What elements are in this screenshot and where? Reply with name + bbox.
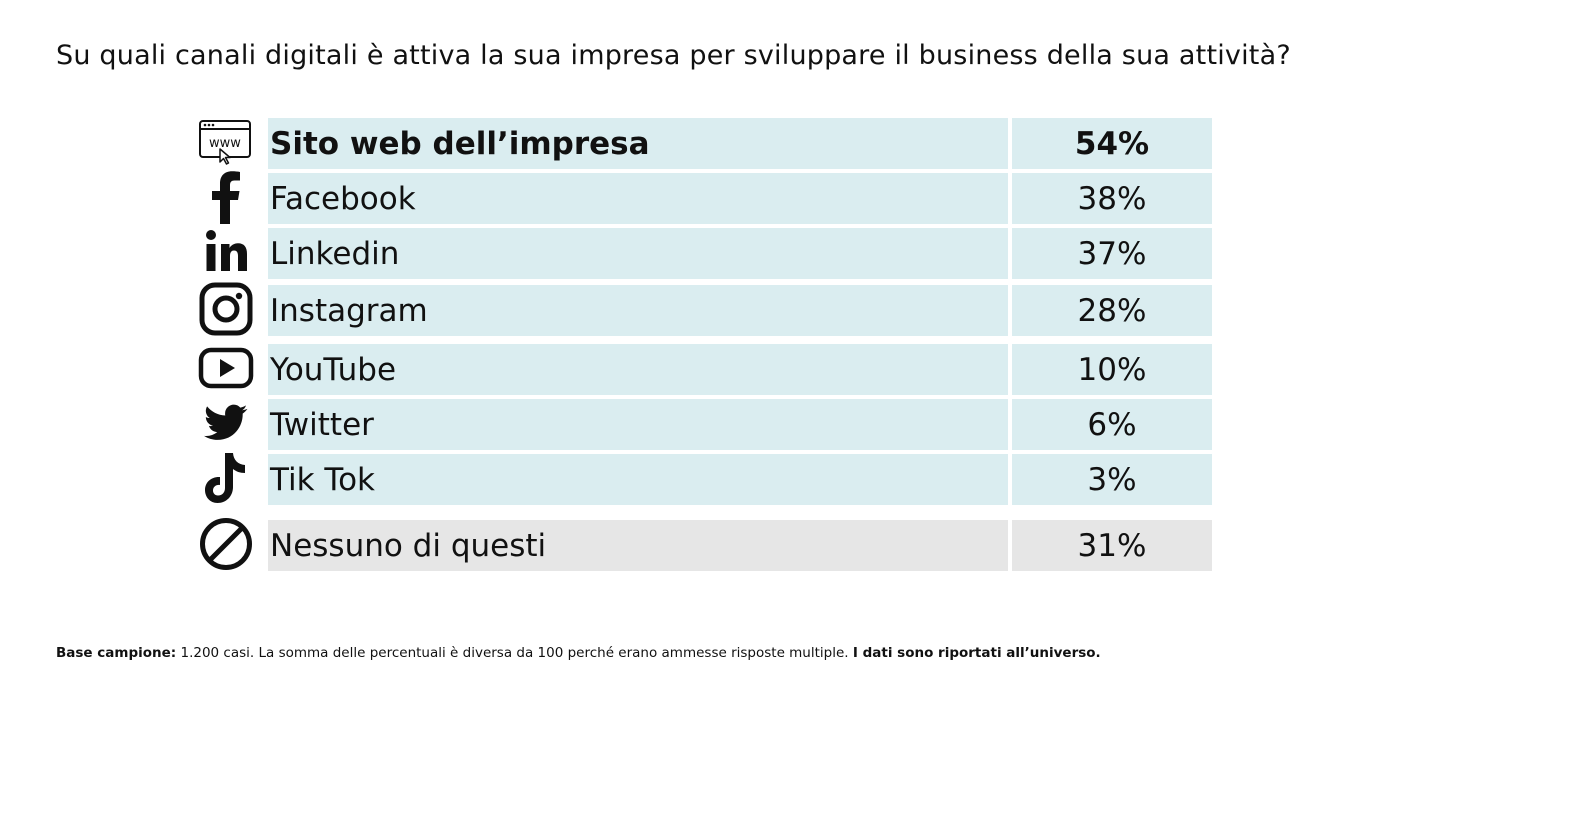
row-value: 10% xyxy=(1012,344,1212,395)
row-label: YouTube xyxy=(268,344,1008,395)
row-label: Twitter xyxy=(268,399,1008,450)
none-icon xyxy=(196,517,256,570)
table-row: Twitter 6% xyxy=(196,397,1236,450)
row-value: 6% xyxy=(1012,399,1212,450)
table-row: Instagram 28% xyxy=(196,282,1236,336)
table-row: www Sito web dell’impresa 54% xyxy=(196,116,1236,169)
row-value: 37% xyxy=(1012,228,1212,279)
footnote-universe-note: I dati sono riportati all’universo. xyxy=(852,645,1101,661)
row-label: Facebook xyxy=(268,173,1008,224)
footnote: Base campione: 1.200 casi. La somma dell… xyxy=(56,645,1101,661)
youtube-icon xyxy=(196,342,256,393)
facebook-icon xyxy=(196,170,256,224)
instagram-icon xyxy=(196,282,256,335)
linkedin-icon xyxy=(196,226,256,277)
row-value: 54% xyxy=(1012,118,1212,169)
row-label: Linkedin xyxy=(268,228,1008,279)
www-icon: www xyxy=(196,116,256,167)
table-row: Tik Tok 3% xyxy=(196,452,1236,505)
row-value: 31% xyxy=(1012,520,1212,571)
row-label: Sito web dell’impresa xyxy=(268,118,1008,169)
table-row: YouTube 10% xyxy=(196,342,1236,395)
table-row: Facebook 38% xyxy=(196,170,1236,224)
svg-text:www: www xyxy=(209,136,241,151)
row-label: Tik Tok xyxy=(268,454,1008,505)
table-row: Linkedin 37% xyxy=(196,226,1236,279)
tiktok-icon xyxy=(196,452,256,503)
table-row: Nessuno di questi 31% xyxy=(196,517,1236,571)
question-title: Su quali canali digitali è attiva la sua… xyxy=(56,40,1291,71)
row-value: 3% xyxy=(1012,454,1212,505)
row-value: 28% xyxy=(1012,285,1212,336)
footnote-base-label: Base campione: xyxy=(56,645,177,661)
row-label: Nessuno di questi xyxy=(268,520,1008,571)
row-value: 38% xyxy=(1012,173,1212,224)
twitter-icon xyxy=(196,397,256,448)
row-label: Instagram xyxy=(268,285,1008,336)
footnote-base-text: 1.200 casi. La somma delle percentuali è… xyxy=(176,645,853,661)
